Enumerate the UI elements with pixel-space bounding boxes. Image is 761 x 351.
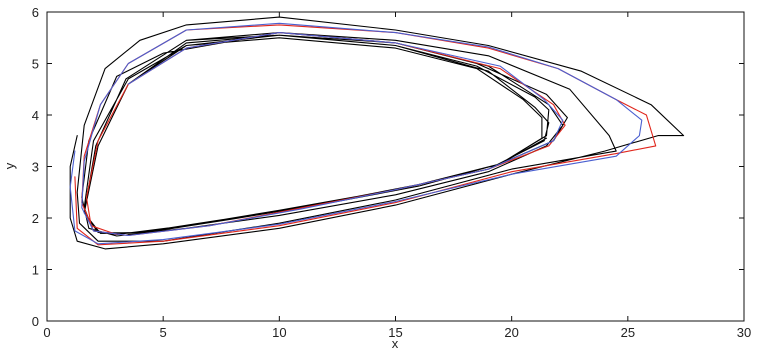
x-tick-label: 0 <box>43 325 50 340</box>
y-tick-label: 6 <box>32 5 39 20</box>
y-tick-label: 3 <box>32 160 39 175</box>
series-line-0 <box>69 16 685 250</box>
x-tick-label: 30 <box>737 325 751 340</box>
y-tick-label: 0 <box>32 314 39 329</box>
series-line-1 <box>74 24 657 246</box>
x-tick-label: 20 <box>504 325 518 340</box>
series-line-2 <box>69 22 643 245</box>
y-axis-ticks: 0 1 2 3 4 5 6 <box>32 5 744 329</box>
x-axis-label: x <box>392 336 399 351</box>
y-axis-label: y <box>2 162 17 169</box>
y-tick-label: 4 <box>32 108 39 123</box>
y-tick-label: 2 <box>32 211 39 226</box>
y-tick-label: 1 <box>32 263 39 278</box>
x-tick-label: 5 <box>160 325 167 340</box>
x-axis-ticks: 0 5 10 15 20 25 30 <box>43 12 751 340</box>
series-layer <box>69 16 685 250</box>
plot-frame <box>46 11 745 322</box>
y-tick-label: 5 <box>32 57 39 72</box>
x-tick-label: 15 <box>388 325 402 340</box>
x-tick-label: 25 <box>621 325 635 340</box>
x-tick-label: 10 <box>272 325 286 340</box>
